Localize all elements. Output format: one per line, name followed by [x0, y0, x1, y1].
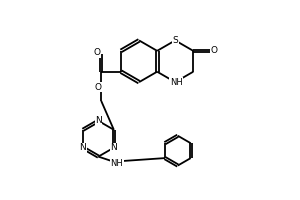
- Text: NH: NH: [110, 159, 123, 168]
- Text: N: N: [80, 143, 86, 152]
- Text: NH: NH: [170, 78, 183, 87]
- Text: N: N: [95, 116, 102, 125]
- Text: S: S: [172, 36, 178, 45]
- Text: N: N: [110, 143, 117, 152]
- Text: O: O: [210, 46, 217, 55]
- Text: O: O: [94, 48, 101, 57]
- Text: O: O: [94, 83, 101, 92]
